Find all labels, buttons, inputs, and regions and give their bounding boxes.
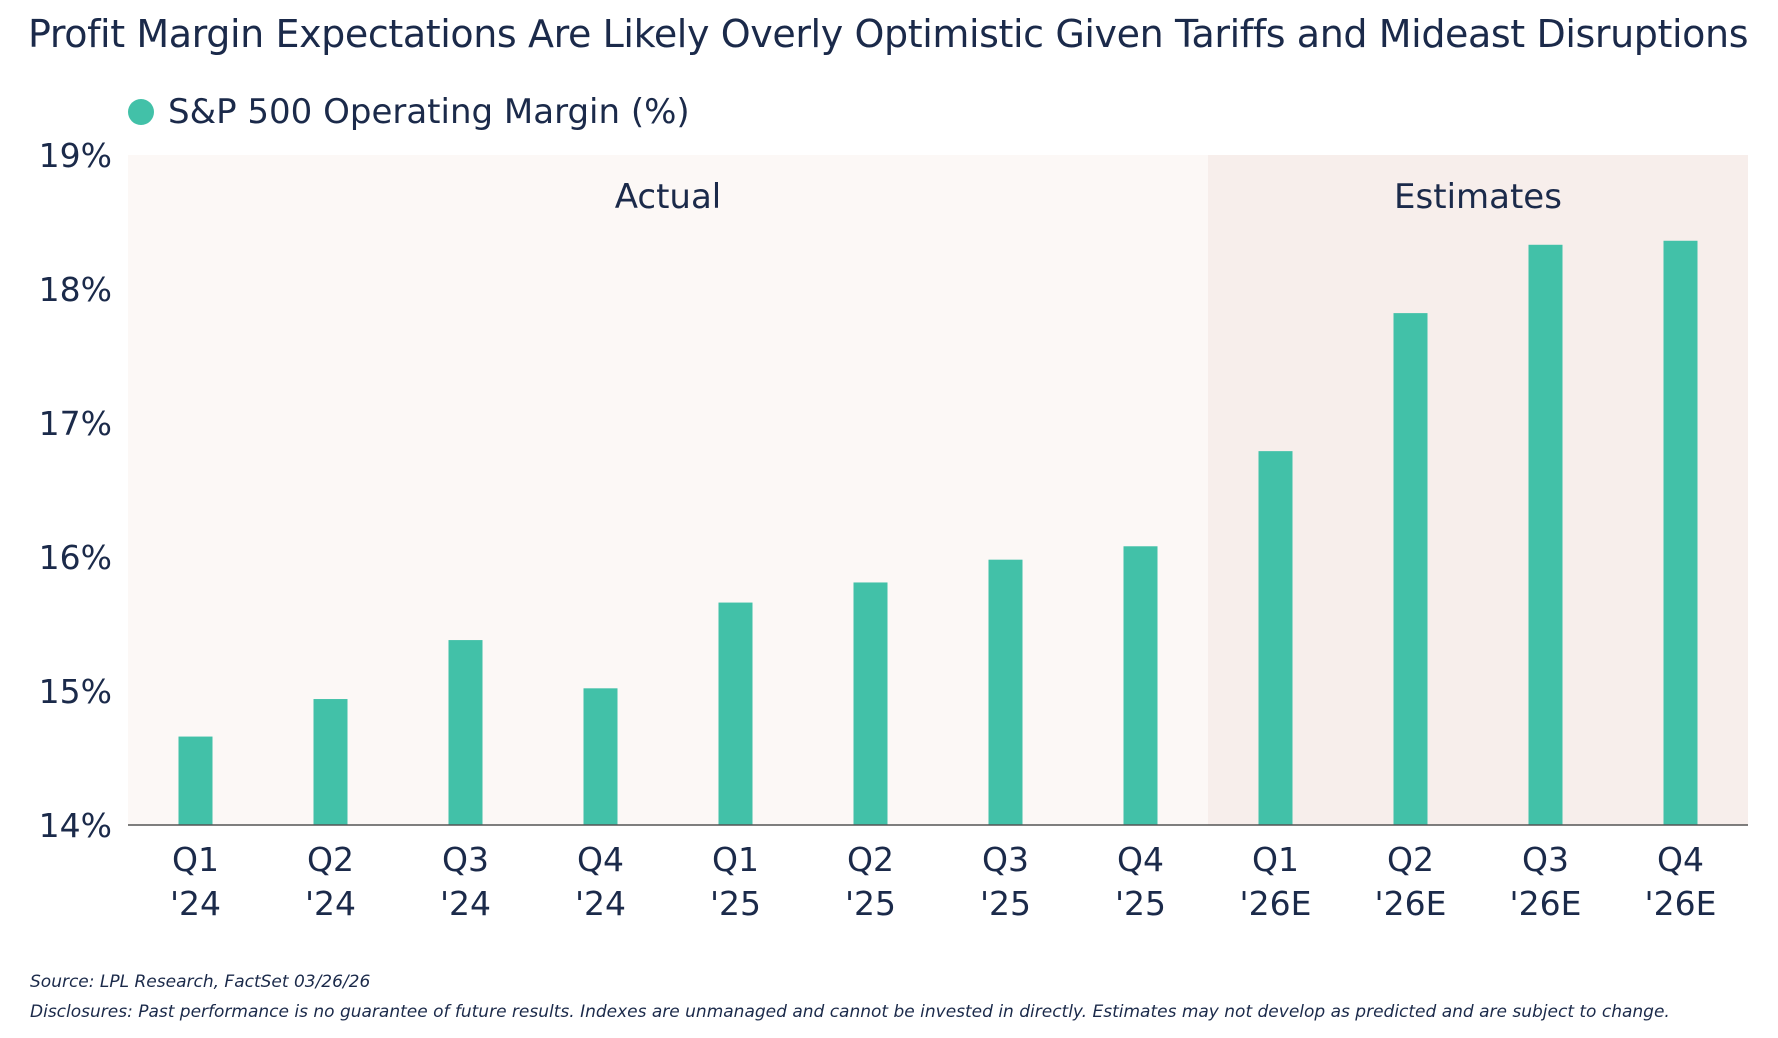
x-tick-label-year: '25 <box>710 884 761 923</box>
x-tick-label-year: '25 <box>980 884 1031 923</box>
x-tick-label-year: '24 <box>305 884 356 923</box>
x-tick-label-quarter: Q4 <box>1117 840 1164 879</box>
bar-Q2-25 <box>853 582 888 825</box>
bar-Q3-24 <box>448 640 483 825</box>
x-tick-label-quarter: Q1 <box>172 840 219 879</box>
source-note: Source: LPL Research, FactSet 03/26/26 <box>30 972 371 992</box>
x-tick-label-quarter: Q3 <box>982 840 1029 879</box>
region-actual-label: Actual <box>615 177 722 217</box>
x-tick-label-quarter: Q4 <box>1657 840 1704 879</box>
x-tick-label-year: '26E <box>1375 884 1447 923</box>
disclosure-note: Disclosures: Past performance is no guar… <box>30 1002 1670 1022</box>
x-tick-label-quarter: Q2 <box>1387 840 1434 879</box>
region-estimates-label: Estimates <box>1394 177 1562 217</box>
legend-swatch <box>128 99 154 125</box>
x-tick-label-quarter: Q2 <box>307 840 354 879</box>
y-tick-label: 18% <box>39 270 112 309</box>
y-tick-label: 14% <box>39 806 112 845</box>
legend-label: S&P 500 Operating Margin (%) <box>168 92 690 132</box>
bar-Q1-24 <box>178 736 213 825</box>
bar-chart: Actual Estimates 14% 15% 16% 17% 18% 19% Q1 '24 Q2… <box>39 136 1748 923</box>
bar-Q4-25 <box>1123 546 1158 825</box>
x-tick-label-year: '26E <box>1510 884 1582 923</box>
x-tick-label-quarter: Q4 <box>577 840 624 879</box>
region-estimates-background <box>1208 155 1748 825</box>
y-tick-label: 17% <box>39 404 112 443</box>
x-tick-label-quarter: Q2 <box>847 840 894 879</box>
bar-Q2-26E <box>1393 313 1428 825</box>
y-tick-label: 19% <box>39 136 112 175</box>
bar-Q4-26E <box>1663 240 1698 825</box>
x-tick-label-year: '24 <box>575 884 626 923</box>
y-tick-label: 15% <box>39 672 112 711</box>
bar-Q2-24 <box>313 699 348 825</box>
x-tick-label-year: '25 <box>845 884 896 923</box>
chart-title: Profit Margin Expectations Are Likely Ov… <box>28 12 1749 56</box>
x-tick-label-year: '26E <box>1645 884 1717 923</box>
bar-Q3-25 <box>988 559 1023 825</box>
x-tick-label-year: '24 <box>170 884 221 923</box>
x-tick-label-quarter: Q1 <box>712 840 759 879</box>
bar-Q4-24 <box>583 688 618 825</box>
x-tick-label-year: '24 <box>440 884 491 923</box>
x-tick-label-year: '25 <box>1115 884 1166 923</box>
x-tick-label-year: '26E <box>1240 884 1312 923</box>
x-tick-label-quarter: Q3 <box>1522 840 1569 879</box>
region-actual-background <box>128 155 1208 825</box>
legend: S&P 500 Operating Margin (%) <box>128 92 690 132</box>
bar-Q1-26E <box>1258 451 1293 825</box>
x-tick-label-quarter: Q3 <box>442 840 489 879</box>
bar-Q1-25 <box>718 602 753 825</box>
x-tick-label-quarter: Q1 <box>1252 840 1299 879</box>
y-tick-label: 16% <box>39 538 112 577</box>
bar-Q3-26E <box>1528 244 1563 825</box>
